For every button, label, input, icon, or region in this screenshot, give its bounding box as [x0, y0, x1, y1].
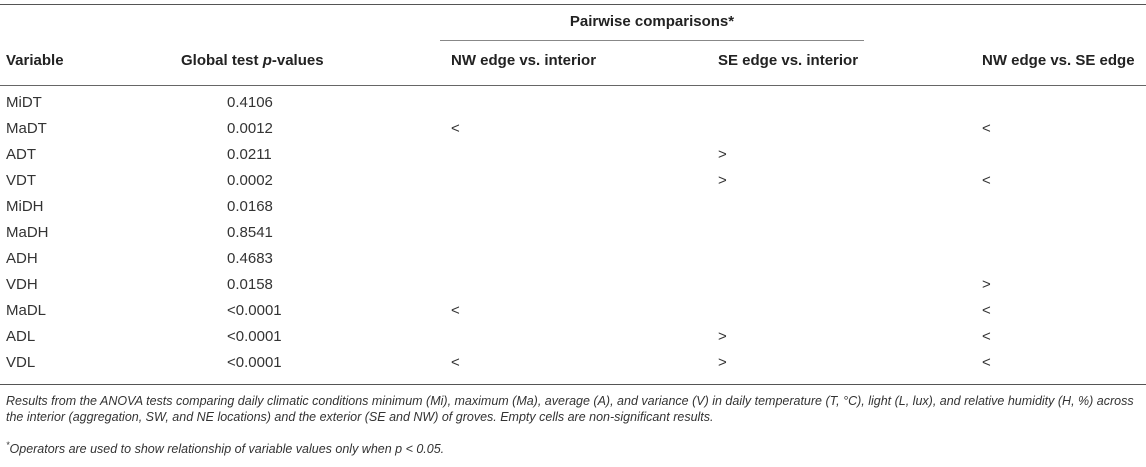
- cell-variable: ADL: [6, 328, 36, 345]
- table-bottom-rule: [0, 384, 1146, 385]
- cell-pvalue: 0.0158: [227, 276, 273, 293]
- col-header-nw-interior: NW edge vs. interior: [451, 52, 597, 69]
- col-header-global-suffix: -values: [271, 52, 324, 69]
- cell-variable: MaDH: [6, 224, 49, 241]
- table-row: MaDH 0.8541: [0, 220, 1146, 246]
- col-header-variable: Variable: [6, 52, 64, 69]
- table-footnote: *Operators are used to show relationship…: [6, 437, 1136, 457]
- col-header-global-prefix: Global test: [181, 52, 263, 69]
- cell-variable: MaDL: [6, 302, 47, 319]
- cell-se-interior: >: [718, 328, 727, 345]
- cell-variable: MaDT: [6, 120, 47, 137]
- cell-nw-se: <: [982, 172, 991, 189]
- table-top-rule: [0, 4, 1146, 5]
- cell-nw-interior: <: [451, 354, 460, 371]
- col-header-nw-se: NW edge vs. SE edge: [982, 52, 1135, 69]
- table-row: ADL <0.0001 > <: [0, 324, 1146, 350]
- cell-nw-se: <: [982, 302, 991, 319]
- cell-nw-interior: <: [451, 302, 460, 319]
- col-header-global-pvalues: Global test p-values: [181, 52, 324, 69]
- cell-pvalue: 0.8541: [227, 224, 273, 241]
- table-row: MiDT 0.4106: [0, 90, 1146, 116]
- col-header-se-interior: SE edge vs. interior: [718, 52, 859, 69]
- table-row: MiDH 0.0168: [0, 194, 1146, 220]
- cell-nw-se: <: [982, 328, 991, 345]
- table-row: ADT 0.0211 >: [0, 142, 1146, 168]
- cell-se-interior: >: [718, 146, 727, 163]
- col-header-global-p: p: [262, 52, 272, 69]
- cell-nw-se: <: [982, 120, 991, 137]
- cell-variable: ADT: [6, 146, 36, 163]
- group-underline: [440, 40, 864, 41]
- pairwise-group-header: Pairwise comparisons*: [569, 13, 735, 30]
- footnote-text: Operators are used to show relationship …: [9, 442, 445, 457]
- cell-variable: ADH: [6, 250, 38, 267]
- cell-pvalue: <0.0001: [227, 328, 282, 345]
- cell-pvalue: <0.0001: [227, 302, 282, 319]
- cell-pvalue: <0.0001: [227, 354, 282, 371]
- table-row: MaDL <0.0001 < <: [0, 298, 1146, 324]
- cell-variable: MiDH: [6, 198, 44, 215]
- cell-variable: VDL: [6, 354, 36, 371]
- footnote-marker: *: [6, 440, 10, 450]
- table-row: VDT 0.0002 > <: [0, 168, 1146, 194]
- table-header-rule: [0, 85, 1146, 86]
- cell-pvalue: 0.0002: [227, 172, 273, 189]
- cell-nw-se: <: [982, 354, 991, 371]
- table-row: MaDT 0.0012 < <: [0, 116, 1146, 142]
- cell-pvalue: 0.0168: [227, 198, 273, 215]
- table-row: VDH 0.0158 >: [0, 272, 1146, 298]
- cell-variable: MiDT: [6, 94, 42, 111]
- table-row: ADH 0.4683: [0, 246, 1146, 272]
- cell-nw-interior: <: [451, 120, 460, 137]
- cell-variable: VDH: [6, 276, 38, 293]
- cell-pvalue: 0.0012: [227, 120, 273, 137]
- cell-pvalue: 0.0211: [227, 146, 272, 163]
- cell-pvalue: 0.4106: [227, 94, 273, 111]
- table-row: VDL <0.0001 < > <: [0, 350, 1146, 376]
- cell-variable: VDT: [6, 172, 36, 189]
- cell-se-interior: >: [718, 172, 727, 189]
- cell-nw-se: >: [982, 276, 991, 293]
- cell-se-interior: >: [718, 354, 727, 371]
- cell-pvalue: 0.4683: [227, 250, 273, 267]
- table-caption: Results from the ANOVA tests comparing d…: [6, 394, 1134, 424]
